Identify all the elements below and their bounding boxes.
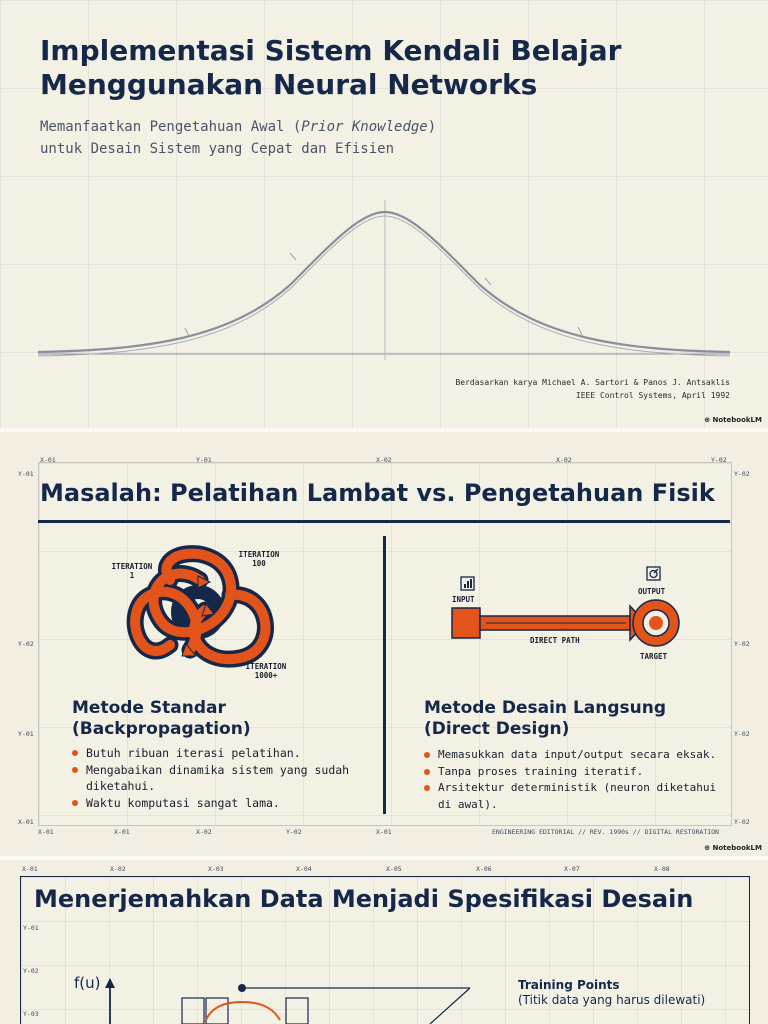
grid-label: Y-01 (18, 470, 34, 478)
slide-title: Menerjemahkan Data Menjadi Spesifikasi D… (34, 885, 694, 913)
grid-label: X-02 (110, 865, 126, 873)
direct-path-diagram (451, 599, 680, 647)
list-item: Waktu komputasi sangat lama. (70, 795, 360, 812)
grid-label: Y-03 (23, 1010, 39, 1018)
engineering-footer: ENGINEERING EDITORIAL // REV. 1990s // D… (492, 828, 719, 836)
source-credit: Berdasarkan karya Michael A. Sartori & P… (455, 378, 730, 400)
grid-label: Y-02 (286, 828, 302, 836)
grid-label: X-01 (376, 828, 392, 836)
column-divider (383, 536, 386, 814)
design-spec-slide: X-01 X-02 X-03 X-04 X-05 X-06 X-07 X-08 … (0, 860, 768, 1024)
grid-label: Y-01 (23, 924, 39, 932)
input-label: INPUT (452, 595, 475, 604)
title-rule (38, 520, 730, 523)
iteration-100-label: ITERATION 100 (238, 550, 280, 568)
grid-label: X-01 (38, 828, 54, 836)
iteration-1-label: ITERATION 1 (111, 562, 153, 580)
iteration-loops-icon (126, 545, 274, 668)
title-slide: Implementasi Sistem Kendali Belajar Meng… (0, 0, 768, 428)
standard-method-heading: Metode Standar (Backpropagation) (72, 698, 251, 739)
list-item: Tanpa proses training iteratif. (422, 764, 728, 781)
grid-label: X-01 (40, 456, 56, 464)
target-label: TARGET (640, 652, 668, 661)
grid-label: Y-02 (23, 967, 39, 975)
title-line-1: Implementasi Sistem Kendali Belajar (40, 34, 622, 67)
slide-frame (20, 876, 750, 1024)
output-label: OUTPUT (638, 587, 666, 596)
grid-label: X-05 (386, 865, 402, 873)
grid-label: X-02 (376, 456, 392, 464)
notebooklm-icon: ⊕ (704, 416, 713, 424)
grid-label: Y-02 (711, 456, 727, 464)
grid-label: X-03 (208, 865, 224, 873)
grid-label: Y-01 (196, 456, 212, 464)
grid-label: Y-02 (18, 640, 34, 648)
target-icon (646, 566, 661, 581)
notebooklm-brand: ⊕ NotebookLM (704, 844, 762, 852)
grid-label: X-01 (22, 865, 38, 873)
grid-label: Y-02 (734, 818, 750, 826)
grid-label: Y-02 (734, 640, 750, 648)
grid-label: X-06 (476, 865, 492, 873)
direct-design-list: Memasukkan data input/output secara eksa… (422, 747, 728, 813)
list-item: Mengabaikan dinamika sistem yang sudah d… (70, 762, 360, 795)
list-item: Memasukkan data input/output secara eksa… (422, 747, 728, 764)
bell-curve (37, 210, 731, 354)
grid-label: Y-02 (734, 470, 750, 478)
training-points-title: Training Points (518, 978, 620, 992)
slide-title: Implementasi Sistem Kendali Belajar Meng… (40, 34, 621, 102)
slide-subtitle: Memanfaatkan Pengetahuan Awal (Prior Kno… (40, 119, 437, 157)
direct-design-heading: Metode Desain Langsung (Direct Design) (424, 698, 667, 739)
list-item: Butuh ribuan iterasi pelatihan. (70, 745, 360, 762)
grid-label: X-07 (564, 865, 580, 873)
training-points-subtitle: (Titik data yang harus dilewati) (518, 993, 706, 1007)
gaussian-curve-illustration (37, 200, 731, 360)
bell-curve-shadow (37, 215, 731, 357)
iteration-1000-label: ITERATION 1000+ (245, 662, 287, 680)
training-points-plot (105, 978, 471, 1024)
notebooklm-brand: ⊕ NotebookLM (704, 416, 762, 424)
standard-method-list: Butuh ribuan iterasi pelatihan. Mengabai… (70, 745, 360, 811)
grid-label: X-04 (296, 865, 312, 873)
grid-label: Y-01 (18, 730, 34, 738)
slide-separator (0, 856, 768, 860)
direct-path-label: DIRECT PATH (530, 636, 580, 645)
fu-axis-label: f(u) (74, 974, 101, 992)
title-line-2: Menggunakan Neural Networks (40, 68, 538, 101)
slide-separator (0, 428, 768, 432)
slide-title: Masalah: Pelatihan Lambat vs. Pengetahua… (40, 479, 715, 507)
chart-icon (460, 576, 475, 591)
notebooklm-icon: ⊕ (704, 844, 713, 852)
grid-label: X-02 (556, 456, 572, 464)
curve-ticks (184, 252, 583, 337)
grid-label: X-01 (18, 818, 34, 826)
problem-slide: X-01 Y-01 X-02 X-02 Y-02 Y-01 Y-02 Y-01 … (0, 432, 768, 856)
grid-label: X-08 (654, 865, 670, 873)
list-item: Arsitektur deterministik (neuron diketah… (422, 780, 728, 813)
grid-label: X-02 (196, 828, 212, 836)
grid-label: X-01 (114, 828, 130, 836)
grid-label: Y-02 (734, 730, 750, 738)
